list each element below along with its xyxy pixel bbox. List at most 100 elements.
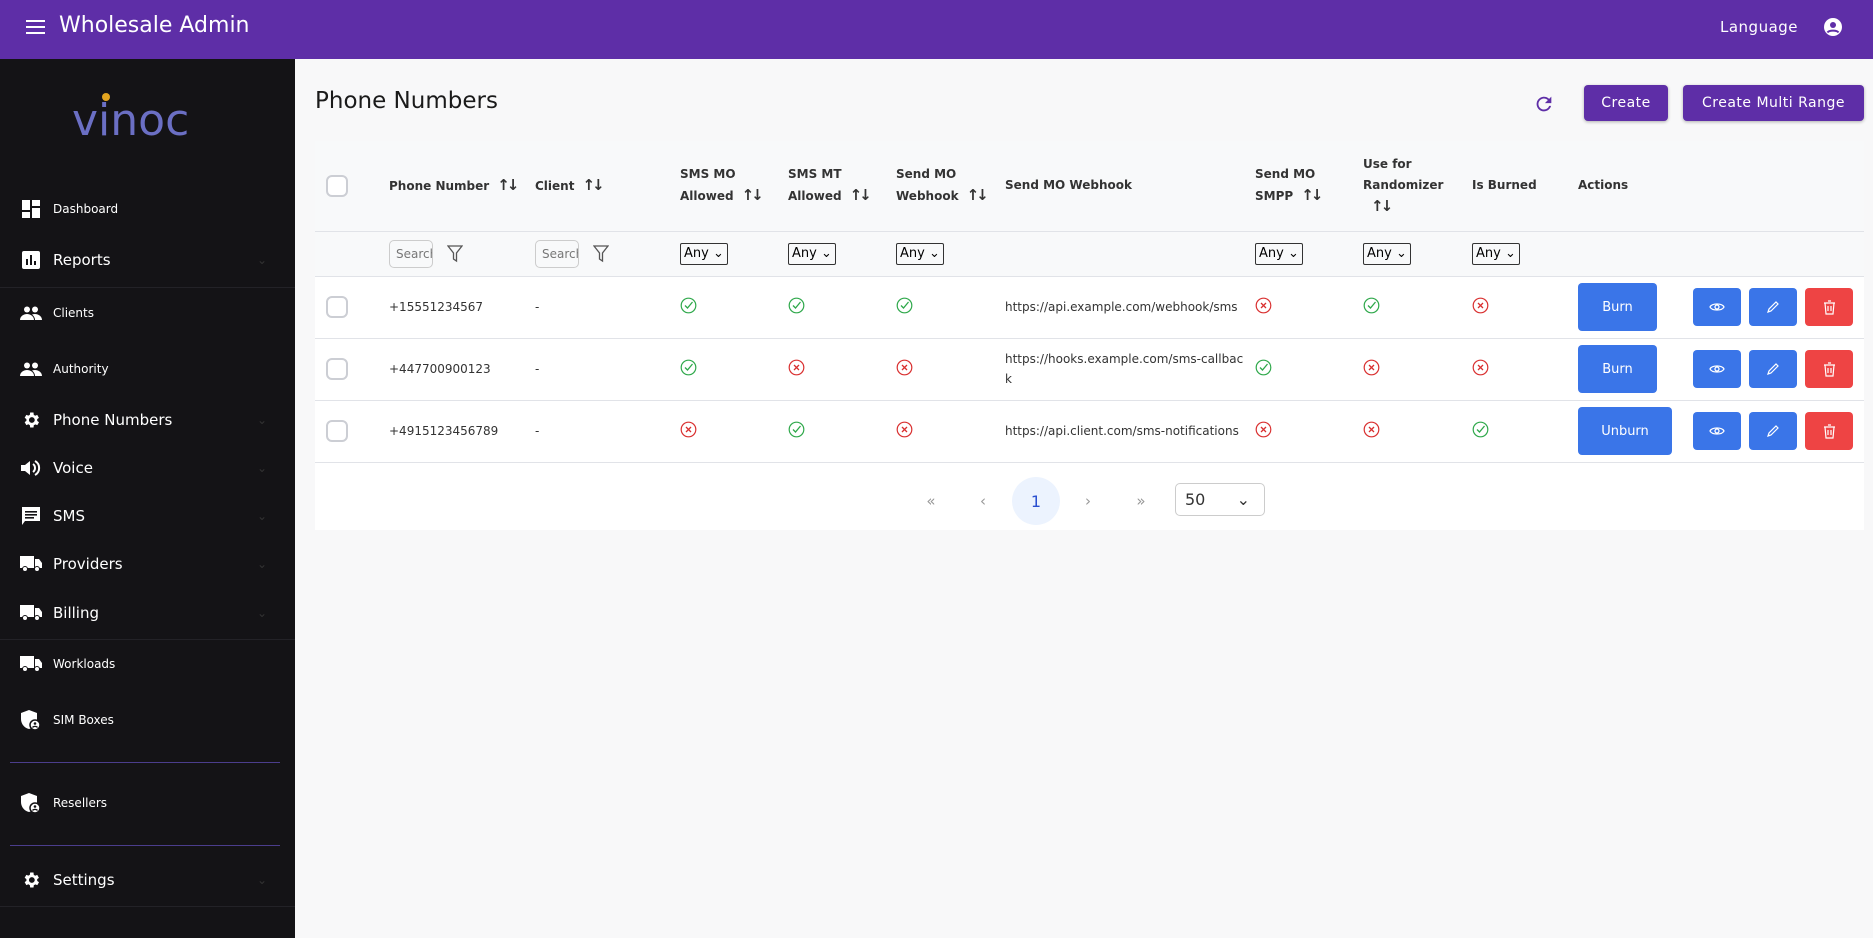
- sidebar-item-reports[interactable]: Reports ⌄: [0, 240, 295, 280]
- webhook-url-cell: https://hooks.example.com/sms-callback: [1005, 352, 1244, 386]
- sidebar-item-voice[interactable]: Voice ⌄: [0, 448, 295, 488]
- sms-mt-filter-select[interactable]: Any ⌄: [788, 242, 836, 265]
- sidebar-item-resellers[interactable]: Resellers: [0, 783, 295, 823]
- sort-icon[interactable]: ↑↓: [497, 175, 519, 194]
- current-page-button[interactable]: 1: [1012, 477, 1060, 525]
- check-circle-icon: [896, 297, 913, 314]
- refresh-icon[interactable]: [1533, 93, 1555, 115]
- trash-icon: [1823, 423, 1836, 439]
- header-use-for-randomizer[interactable]: Use for Randomizer ↑↓: [1363, 156, 1444, 215]
- sms-mo-filter-select[interactable]: Any ⌄: [680, 242, 728, 265]
- x-circle-icon: [1255, 421, 1272, 438]
- per-page-select[interactable]: 50 ⌄: [1175, 483, 1265, 516]
- account-icon[interactable]: [1823, 17, 1843, 37]
- view-button[interactable]: [1693, 412, 1741, 450]
- burn-button[interactable]: Burn: [1578, 345, 1657, 393]
- send-mo-webhook-filter-select[interactable]: Any ⌄: [896, 242, 944, 265]
- sidebar-item-billing[interactable]: Billing ⌄: [0, 593, 295, 633]
- truck-icon: [20, 653, 42, 675]
- header-actions: Actions: [1578, 178, 1629, 193]
- smpp-filter-select[interactable]: Any ⌄: [1255, 242, 1303, 265]
- table-row: +15551234567 - https://api.example.com/w…: [315, 276, 1864, 338]
- table-row: +447700900123 - https://hooks.example.co…: [315, 338, 1864, 400]
- gear-icon: [20, 409, 42, 431]
- x-circle-icon: [680, 421, 697, 438]
- sidebar-item-providers[interactable]: Providers ⌄: [0, 544, 295, 584]
- header-send-mo-smpp[interactable]: Send MO SMPP ↑↓: [1255, 167, 1323, 205]
- view-button[interactable]: [1693, 288, 1741, 326]
- header-sms-mt-allowed[interactable]: SMS MT Allowed ↑↓: [788, 167, 872, 205]
- sidebar-divider: [0, 906, 295, 907]
- sort-icon[interactable]: ↑↓: [1371, 196, 1393, 215]
- truck-icon: [20, 553, 42, 575]
- sidebar-item-phone-numbers[interactable]: Phone Numbers ⌄: [0, 400, 295, 440]
- dashboard-icon: [20, 198, 42, 220]
- sidebar-item-workloads[interactable]: Workloads: [0, 644, 295, 684]
- sort-icon[interactable]: ↑↓: [966, 186, 989, 205]
- select-all-checkbox[interactable]: [326, 174, 348, 197]
- sort-icon[interactable]: ↑↓: [1301, 186, 1323, 205]
- header-phone-number[interactable]: Phone Number ↑↓: [389, 175, 519, 194]
- smpp-status: [1255, 400, 1363, 462]
- filter-icon[interactable]: [593, 244, 609, 263]
- x-circle-icon: [896, 359, 913, 376]
- row-checkbox[interactable]: [326, 296, 348, 318]
- first-page-button[interactable]: «: [926, 492, 936, 510]
- eye-icon: [1709, 425, 1725, 437]
- filter-icon[interactable]: [447, 244, 463, 263]
- delete-button[interactable]: [1805, 412, 1853, 450]
- x-circle-icon: [896, 421, 913, 438]
- sidebar-item-authority[interactable]: Authority: [0, 349, 295, 389]
- send_mo_webhook-status: [896, 400, 1005, 462]
- edit-button[interactable]: [1749, 350, 1797, 388]
- trash-icon: [1823, 299, 1836, 315]
- top-app-bar: Wholesale Admin Language: [0, 0, 1873, 59]
- header-is-burned: Is Burned: [1472, 178, 1537, 193]
- sidebar-item-sim-boxes[interactable]: SIM Boxes: [0, 700, 295, 740]
- sms_mt-status: [788, 276, 896, 338]
- pagination: « ‹ 1 › » 50 ⌄: [315, 472, 1864, 530]
- create-button[interactable]: Create: [1584, 85, 1668, 121]
- prev-page-button[interactable]: ‹: [980, 492, 986, 510]
- create-multi-range-button[interactable]: Create Multi Range: [1683, 85, 1864, 121]
- unburn-button[interactable]: Unburn: [1578, 407, 1672, 455]
- sort-icon[interactable]: ↑↓: [741, 186, 764, 205]
- x-circle-icon: [788, 359, 805, 376]
- sort-icon[interactable]: ↑↓: [849, 186, 872, 205]
- chevron-down-icon: ⌄: [257, 873, 268, 887]
- language-button[interactable]: Language: [1720, 18, 1799, 36]
- check-circle-icon: [788, 421, 805, 438]
- edit-button[interactable]: [1749, 288, 1797, 326]
- burned-filter-select[interactable]: Any ⌄: [1472, 242, 1520, 265]
- chevron-down-icon: ⌄: [257, 461, 268, 475]
- sidebar-item-sms[interactable]: SMS ⌄: [0, 496, 295, 536]
- chevron-down-icon: ⌄: [257, 606, 268, 620]
- delete-button[interactable]: [1805, 288, 1853, 326]
- edit-button[interactable]: [1749, 412, 1797, 450]
- sidebar-divider: [0, 639, 295, 640]
- sidebar-item-clients[interactable]: Clients: [0, 293, 295, 333]
- sidebar-item-dashboard[interactable]: Dashboard: [0, 189, 295, 229]
- randomizer-filter-select[interactable]: Any ⌄: [1363, 242, 1411, 265]
- header-sms-mo-allowed[interactable]: SMS MO Allowed ↑↓: [680, 167, 764, 205]
- chevron-down-icon: ⌄: [257, 413, 268, 427]
- sidebar-item-settings[interactable]: Settings ⌄: [0, 860, 295, 900]
- row-actions: [1693, 350, 1853, 388]
- bar-chart-icon: [20, 249, 42, 271]
- client-search-input[interactable]: Search: [535, 239, 579, 268]
- webhook-url-cell: https://api.example.com/webhook/sms: [1005, 300, 1238, 314]
- header-send-mo-webhook[interactable]: Send MO Webhook ↑↓: [896, 167, 989, 205]
- row-checkbox[interactable]: [326, 420, 348, 442]
- delete-button[interactable]: [1805, 350, 1853, 388]
- sort-icon[interactable]: ↑↓: [582, 175, 604, 194]
- row-checkbox[interactable]: [326, 358, 348, 380]
- header-client[interactable]: Client ↑↓: [535, 175, 605, 194]
- phone-search-input[interactable]: Search: [389, 239, 433, 268]
- view-button[interactable]: [1693, 350, 1741, 388]
- next-page-button[interactable]: ›: [1085, 492, 1091, 510]
- burn-button[interactable]: Burn: [1578, 283, 1657, 331]
- eye-icon: [1709, 363, 1725, 375]
- last-page-button[interactable]: »: [1136, 492, 1146, 510]
- menu-icon[interactable]: [26, 20, 45, 35]
- shield-user-icon: [20, 792, 42, 814]
